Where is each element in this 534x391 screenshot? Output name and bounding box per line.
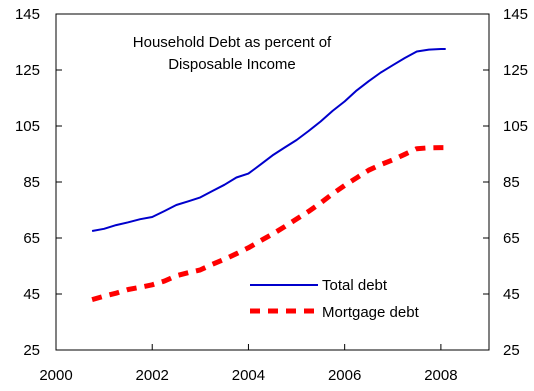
- y-tick-label-left: 65: [23, 230, 40, 247]
- y-tick-label-right: 65: [503, 230, 520, 247]
- x-tick-label: 2006: [328, 367, 361, 384]
- x-tick-label: 2004: [232, 367, 265, 384]
- y-tick-label-left: 85: [23, 174, 40, 191]
- x-tick-label: 2002: [136, 367, 169, 384]
- series-line-total-debt: [91, 48, 446, 232]
- y-tick-label-right: 105: [503, 118, 528, 135]
- x-tick-label: 2000: [39, 367, 72, 384]
- y-axis-right: 25 45 65 85 105 125 145: [483, 6, 528, 359]
- y-tick-label-right: 45: [503, 286, 520, 303]
- annotation-line-1: Household Debt as percent of: [133, 34, 332, 51]
- legend-label-mortgage-debt: Mortgage debt: [322, 304, 420, 321]
- y-tick-label-left: 125: [15, 62, 40, 79]
- legend: Total debt Mortgage debt: [250, 277, 420, 321]
- y-tick-label-left: 25: [23, 342, 40, 359]
- series-line-mortgage-debt: [91, 145, 446, 303]
- y-tick-label-left: 145: [15, 6, 40, 23]
- annotation-line-2: Disposable Income: [168, 56, 296, 73]
- y-tick-label-left: 45: [23, 286, 40, 303]
- y-tick-label-right: 85: [503, 174, 520, 191]
- y-axis-left: 25 45 65 85 105 125 145: [15, 6, 62, 359]
- series-layer: [91, 48, 446, 303]
- legend-label-total-debt: Total debt: [322, 277, 388, 294]
- x-tick-label: 2008: [424, 367, 457, 384]
- y-tick-label-right: 125: [503, 62, 528, 79]
- x-axis: 2000 2002 2004 2006 2008: [39, 344, 458, 384]
- y-tick-label-left: 105: [15, 118, 40, 135]
- y-tick-label-right: 145: [503, 6, 528, 23]
- y-tick-label-right: 25: [503, 342, 520, 359]
